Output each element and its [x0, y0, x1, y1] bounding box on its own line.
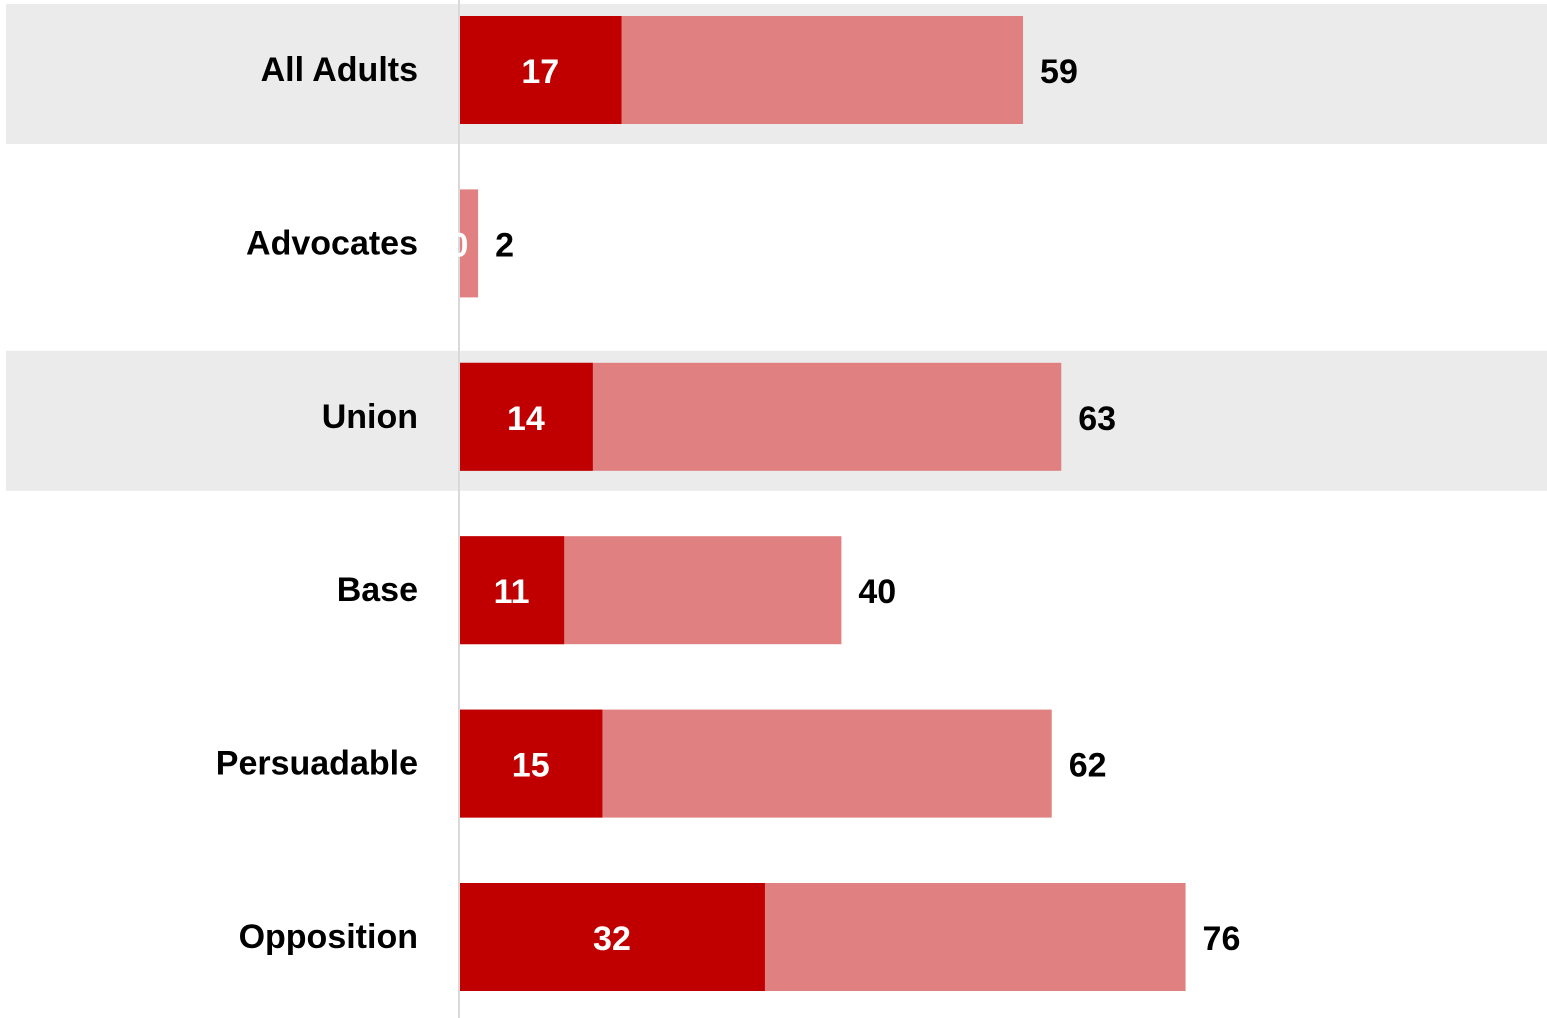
bar-inner-opposition: [459, 883, 765, 991]
bar-inner-all-adults: [459, 16, 622, 124]
inner-value-label-advocates: 0: [450, 226, 469, 264]
bar-inner-persuadable: [459, 709, 603, 818]
total-value-label-all-adults: 59: [1040, 53, 1078, 91]
bar-inner-union: [459, 362, 593, 471]
category-label-base: Base: [337, 571, 418, 609]
total-value-label-base: 40: [858, 573, 896, 611]
labels: All Adults 17 59 Advocates 0 2 Union 14 63 Base 11…: [216, 51, 1241, 958]
inner-value-label-base: 11: [494, 573, 530, 611]
total-value-label-persuadable: 62: [1069, 747, 1107, 785]
category-label-opposition: Opposition: [239, 918, 418, 956]
bar-inner-base: [459, 536, 565, 645]
total-value-label-advocates: 2: [495, 226, 514, 264]
category-label-persuadable: Persuadable: [216, 745, 418, 783]
inner-value-label-opposition: 32: [593, 920, 631, 958]
bars: [459, 16, 1186, 991]
inner-value-label-all-adults: 17: [521, 53, 559, 91]
total-value-label-opposition: 76: [1203, 920, 1241, 958]
bar-outer-advocates: [459, 189, 479, 298]
total-value-label-union: 63: [1078, 400, 1116, 438]
category-label-advocates: Advocates: [246, 224, 418, 262]
category-label-all-adults: All Adults: [261, 51, 418, 89]
inner-value-label-union: 14: [507, 400, 545, 438]
category-label-union: Union: [322, 398, 418, 436]
inner-value-label-persuadable: 15: [512, 747, 550, 785]
